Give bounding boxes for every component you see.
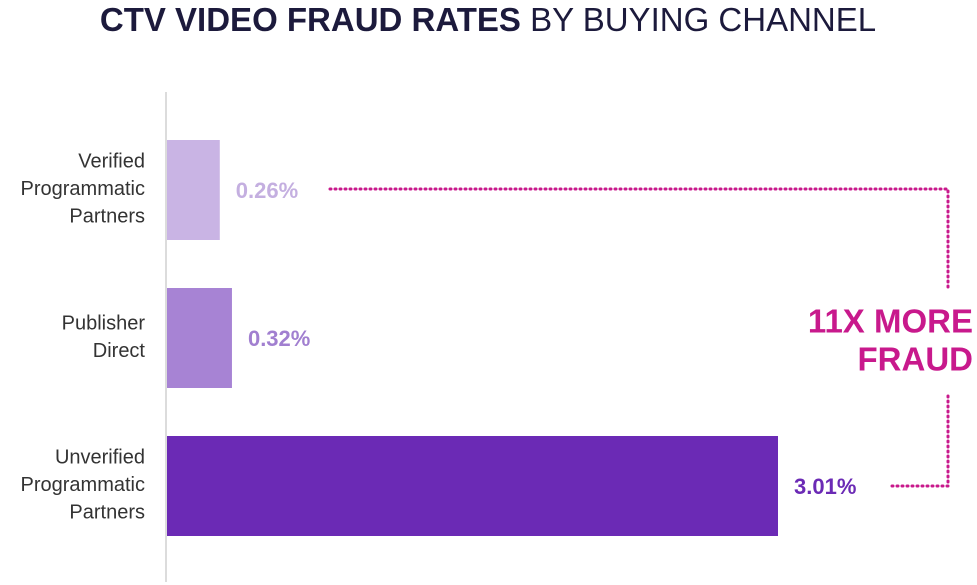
category-label: Publisher Direct bbox=[62, 313, 146, 363]
bar bbox=[167, 140, 220, 240]
category-label: Verified Programmatic Partners bbox=[21, 151, 145, 228]
category-line: Programmatic bbox=[21, 474, 145, 496]
category-line: Verified bbox=[78, 151, 145, 173]
category-line: Partners bbox=[69, 206, 145, 228]
category-label: Unverified Programmatic Partners bbox=[21, 447, 145, 524]
bracket bbox=[328, 187, 950, 488]
title-rest: BY BUYING CHANNEL bbox=[530, 1, 876, 38]
bar bbox=[167, 436, 778, 536]
annotation: FRAUD bbox=[858, 341, 973, 378]
category-line: Unverified bbox=[55, 447, 145, 469]
category-line: Publisher bbox=[62, 313, 146, 335]
value-label: 3.01% bbox=[794, 474, 856, 499]
bracket-bottom bbox=[888, 394, 950, 488]
chart-title: CTV VIDEO FRAUD RATES BY BUYING CHANNEL bbox=[100, 1, 876, 38]
title-bold: CTV VIDEO FRAUD RATES bbox=[100, 1, 521, 38]
category-line: Direct bbox=[93, 340, 146, 362]
category-line: Programmatic bbox=[21, 178, 145, 200]
value-label: 0.26% bbox=[236, 178, 298, 203]
bracket-top bbox=[328, 187, 950, 292]
annotation: 11X MORE bbox=[808, 303, 973, 340]
category-line: Partners bbox=[69, 502, 145, 524]
value-label: 0.32% bbox=[248, 326, 310, 351]
bar bbox=[167, 288, 232, 388]
